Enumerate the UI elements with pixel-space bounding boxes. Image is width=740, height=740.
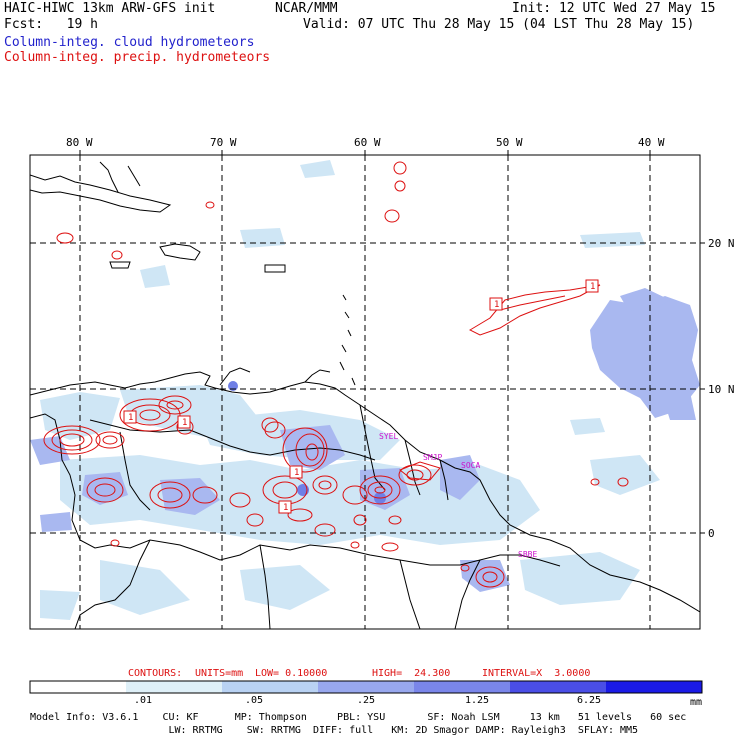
colorbar-tick-4: 6.25 [577, 695, 602, 706]
contour-label-1b: 1 [590, 282, 596, 292]
field-cloud-label: Column-integ. cloud hydrometeors [4, 35, 255, 50]
colorbar-segment [510, 681, 606, 693]
precip-contours [43, 161, 629, 588]
colorbar-segment [222, 681, 318, 693]
org-label: NCAR/MMM [275, 1, 338, 16]
station-sbbe: SBBE [518, 550, 538, 559]
contour-label-1f: 1 [283, 503, 289, 513]
colorbar-segment [318, 681, 414, 693]
lon-label-40w: 40 W [638, 136, 665, 149]
lon-label-50w: 50 W [496, 136, 523, 149]
model-info-line1: Model Info: V3.6.1 CU: KF MP: Thompson P… [30, 712, 687, 723]
model-info-line2: LW: RRTMG SW: RRTMG DIFF: full KM: 2D Sm… [30, 725, 639, 736]
colorbar-segment [606, 681, 702, 693]
colorbar-tick-1: .05 [245, 695, 264, 706]
contour-info-label: CONTOURS: [128, 668, 183, 679]
lat-label-20n: 20 N [708, 237, 735, 250]
colorbar-frame [29, 680, 703, 694]
colorbar-segment [30, 681, 126, 693]
contour-info-high: HIGH= 24.300 [372, 668, 451, 679]
colorbar-tick-2: .25 [357, 695, 376, 706]
lat-lon-grid [30, 155, 700, 629]
contour-label-1a: 1 [494, 300, 500, 310]
lon-label-60w: 60 W [354, 136, 381, 149]
colorbar-tick-0: .01 [134, 695, 153, 706]
colorbar [29, 680, 703, 694]
field-precip-label: Column-integ. precip. hydrometeors [4, 50, 271, 65]
lon-label-80w: 80 W [66, 136, 93, 149]
forecast-hour: Fcst: 19 h [4, 17, 98, 32]
contour-info-units: UNITS=mm [195, 668, 244, 679]
station-syel: SYEL [379, 432, 399, 441]
contour-label-1d: 1 [128, 413, 134, 423]
contour-label-1c: 1 [182, 418, 188, 428]
contour-label-1e: 1 [294, 468, 300, 478]
cloud-hydrometeor-shading [30, 160, 700, 620]
colorbar-segment [126, 681, 222, 693]
lat-label-10n: 10 N [708, 383, 735, 396]
coastlines [30, 161, 700, 629]
lon-label-70w: 70 W [210, 136, 237, 149]
station-smjp: SMJP [423, 453, 443, 462]
colorbar-units: mm [690, 697, 703, 708]
colorbar-segment [414, 681, 510, 693]
contour-info-low: LOW= 0.10000 [255, 668, 328, 679]
colorbar-tick-3: 1.25 [465, 695, 490, 706]
contour-info-interval: INTERVAL=X 3.0000 [482, 668, 591, 679]
lat-label-0: 0 [708, 527, 715, 540]
station-soca: SOCA [461, 461, 481, 470]
init-time: Init: 12 UTC Wed 27 May 15 [512, 1, 716, 16]
contour-label-boxes [123, 279, 599, 514]
model-title: HAIC-HIWC 13km ARW-GFS init [4, 1, 216, 16]
valid-time: Valid: 07 UTC Thu 28 May 15 (04 LST Thu … [303, 17, 695, 32]
